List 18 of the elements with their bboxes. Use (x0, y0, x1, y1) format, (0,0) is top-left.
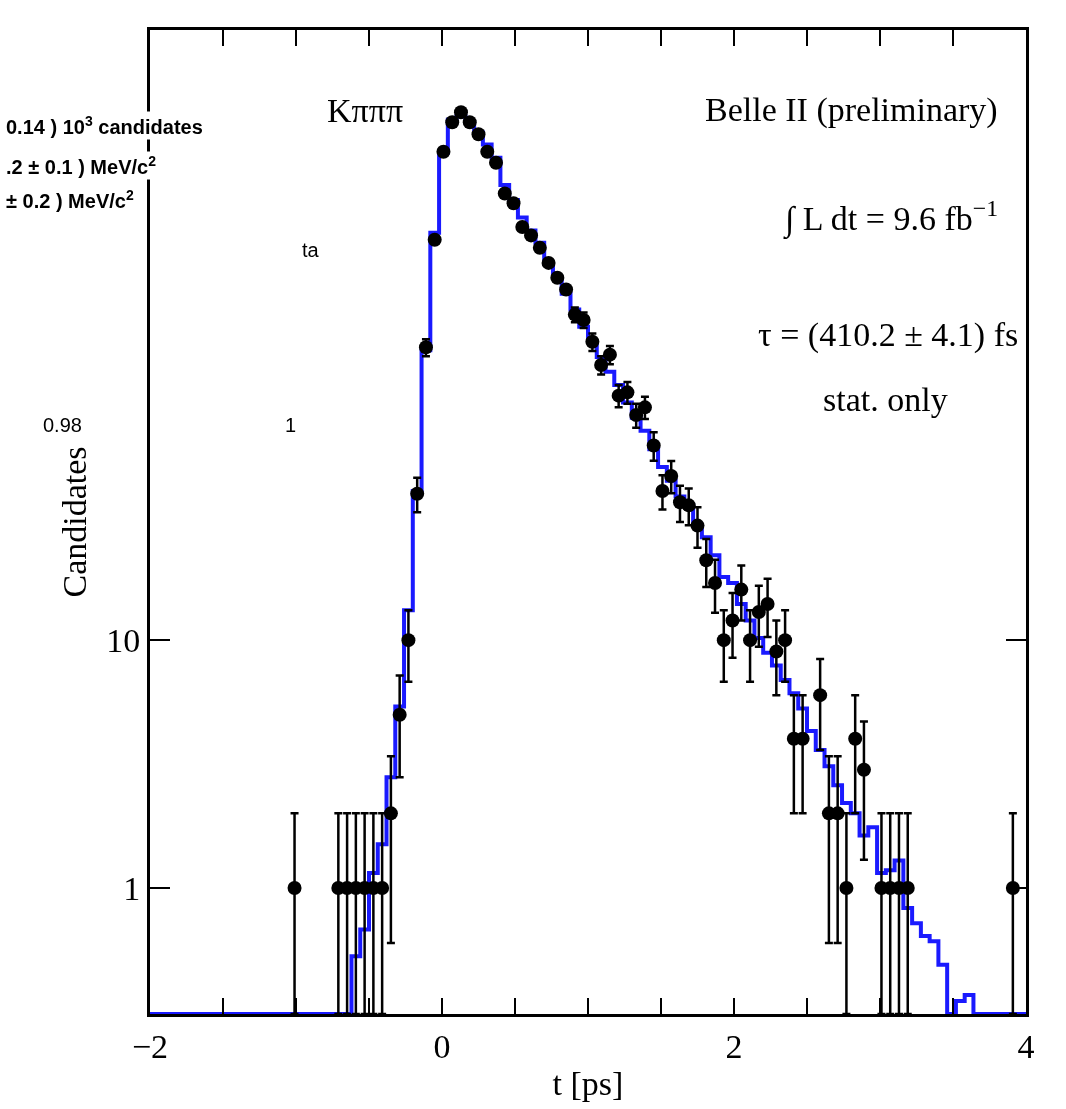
annotation: stat. only (823, 381, 948, 418)
annotation: ∫ L dt = 9.6 fb$^{−1}$ (783, 195, 999, 241)
annotation: .2 ± 0.1 ) MeV/c$^{2}$ (6, 153, 157, 179)
y-tick-label: 10 (106, 622, 141, 660)
x-tick-label: 4 (1017, 1027, 1035, 1065)
annotation: Belle II (preliminary) (705, 91, 998, 129)
text: 0.98 (43, 414, 82, 436)
x-tick-label: 0 (433, 1027, 451, 1065)
x-tick-label: −2 (131, 1027, 169, 1065)
x-axis-title: t [ps] (552, 1065, 624, 1103)
annotation: 0.14 ) 10$^{3}$ candidates (6, 113, 203, 139)
text: ± 0.2 ) MeV/c$^{2}$ (6, 187, 134, 213)
annotation: τ = (410.2 ± 4.1) fs (758, 316, 1019, 354)
annotation: ta (302, 239, 320, 261)
y-axis-title: Candidates (55, 446, 93, 598)
annotation: Kπππ (327, 92, 404, 129)
x-tick-label: 2 (725, 1027, 743, 1065)
annotation: 1 (285, 414, 297, 436)
